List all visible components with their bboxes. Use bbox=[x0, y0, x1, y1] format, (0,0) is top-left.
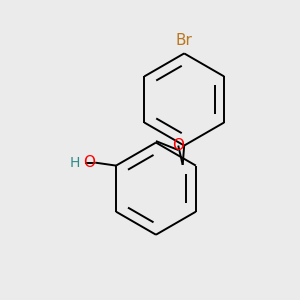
Text: O: O bbox=[83, 155, 95, 170]
Text: O: O bbox=[172, 138, 184, 153]
Text: Br: Br bbox=[176, 33, 193, 48]
Text: H: H bbox=[70, 156, 80, 170]
